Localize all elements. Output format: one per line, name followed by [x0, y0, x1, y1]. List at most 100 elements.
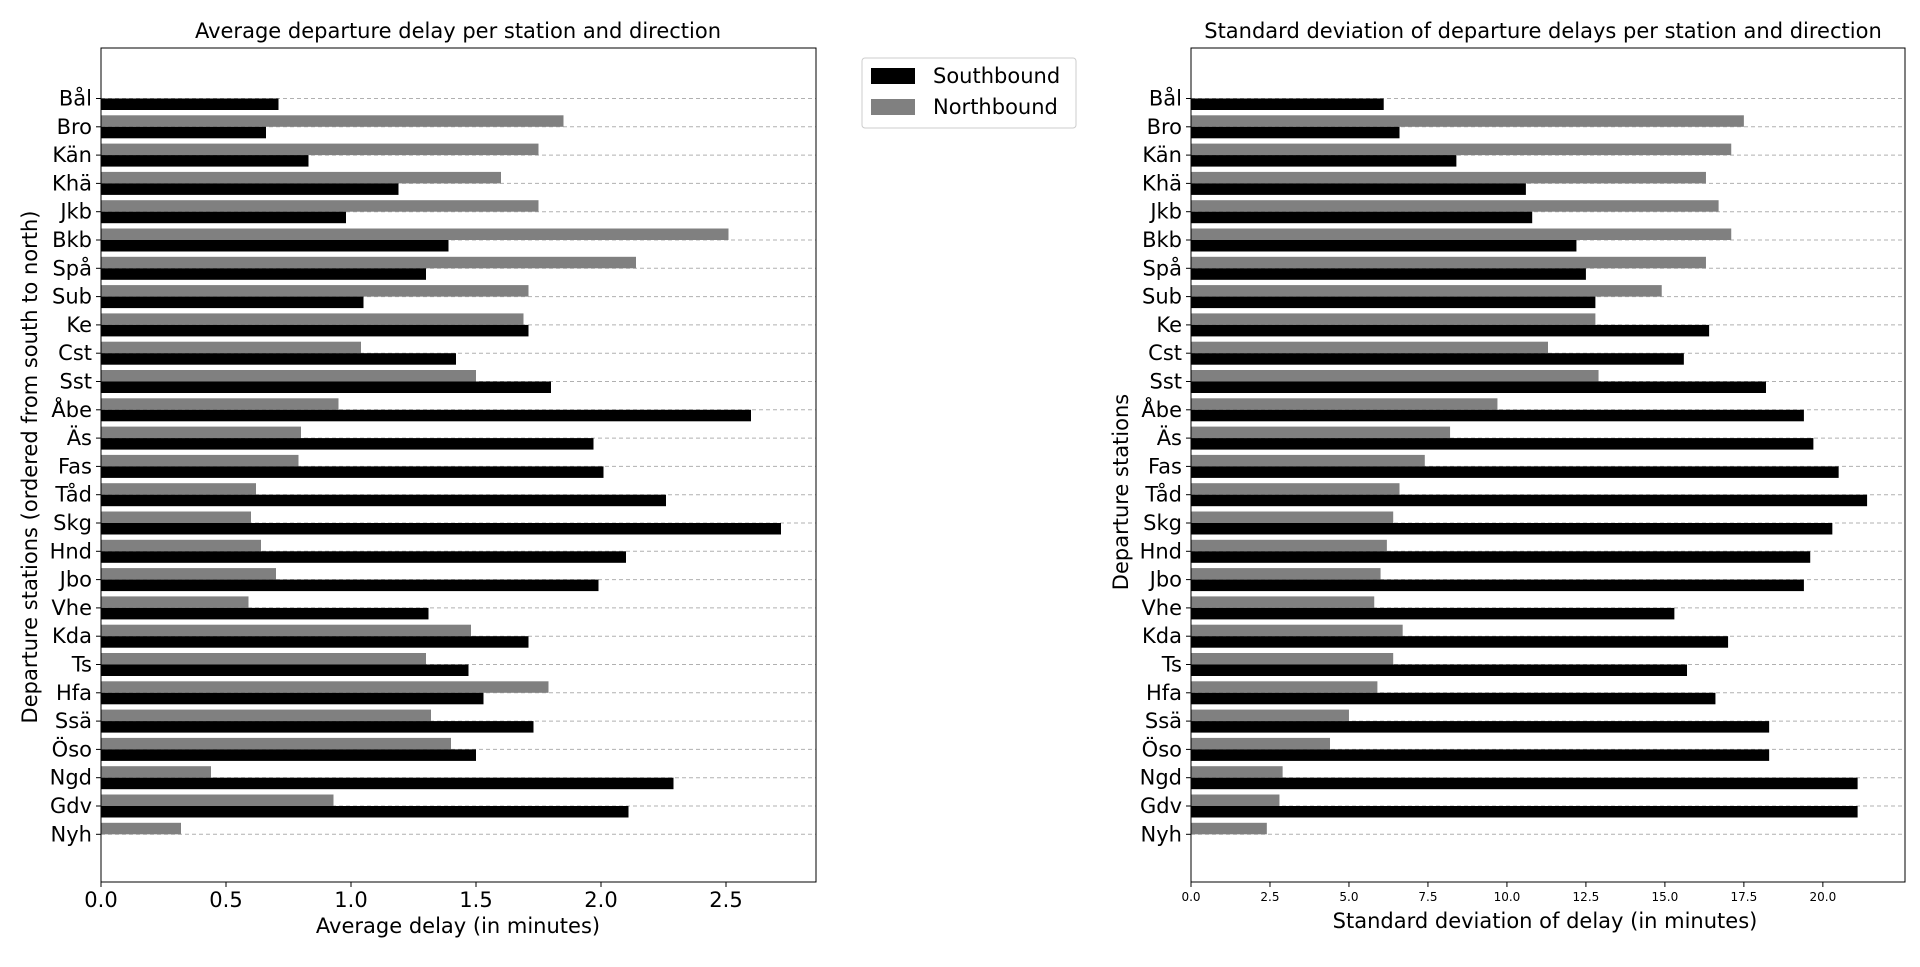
bar-northbound — [1191, 171, 1706, 184]
legend: Southbound Northbound — [861, 57, 1077, 129]
y-tick-label: Ngd — [50, 766, 92, 790]
y-tick-label: Fas — [1148, 454, 1182, 478]
y-tick-label: Khä — [1142, 171, 1182, 195]
y-tick-label: Sub — [52, 285, 92, 309]
bar-southbound — [1191, 324, 1710, 337]
bar-northbound — [1191, 596, 1375, 608]
y-tick-label: Cst — [58, 341, 92, 365]
bar-northbound — [1191, 256, 1706, 269]
bar-southbound — [1191, 353, 1684, 365]
bar-southbound — [1191, 749, 1770, 761]
bar-southbound — [1191, 607, 1675, 620]
y-tick-label: Ssä — [1145, 709, 1182, 733]
chart-std-delay: Standard deviation of departure delays p… — [1109, 19, 1906, 933]
y-tick-label: Spå — [52, 255, 92, 280]
chart-average-delay: Average departure delay per station and … — [18, 19, 817, 938]
bar-southbound — [101, 240, 449, 252]
y-tick-label: Åbe — [51, 396, 92, 422]
x-tick-label: 15.0 — [1652, 890, 1679, 904]
bar-southbound — [101, 721, 534, 733]
x-tick-label: 17.5 — [1731, 890, 1758, 904]
x-axis-label: Average delay (in minutes) — [316, 914, 600, 938]
y-tick-label: Bro — [1147, 115, 1182, 139]
bar-northbound — [1191, 398, 1498, 410]
legend-label-northbound: Northbound — [933, 95, 1058, 119]
bar-northbound — [1191, 511, 1394, 523]
x-tick-label: 10.0 — [1494, 890, 1521, 904]
x-tick-label: 2.5 — [1260, 890, 1279, 904]
bar-northbound — [101, 653, 426, 665]
bar-northbound — [1191, 709, 1349, 722]
y-tick-label: Hnd — [1140, 539, 1182, 563]
bar-northbound — [1191, 313, 1596, 325]
y-tick-label: Äs — [1157, 425, 1182, 450]
bar-southbound — [1191, 551, 1811, 563]
bar-southbound — [101, 579, 599, 592]
bar-southbound — [1191, 126, 1400, 139]
x-tick-label: 0.0 — [84, 888, 117, 912]
y-tick-label: Sub — [1142, 285, 1182, 309]
y-tick-label: Öso — [52, 736, 92, 761]
y-tick-label: Jkb — [58, 200, 92, 224]
y-tick-label: Vhe — [1141, 596, 1182, 620]
bar-northbound — [101, 511, 251, 523]
bar-northbound — [101, 737, 451, 750]
y-tick-label: Kän — [52, 143, 92, 167]
x-tick-label: 2.0 — [584, 888, 617, 912]
bar-northbound — [101, 596, 249, 608]
plot-frame — [100, 47, 817, 883]
x-tick-label: 2.5 — [709, 888, 742, 912]
y-tick-label: Åbe — [1141, 396, 1182, 422]
bar-southbound — [1191, 777, 1858, 790]
y-tick-label: Bkb — [52, 228, 92, 252]
y-tick-label: Bål — [1149, 86, 1182, 111]
bar-northbound — [1191, 737, 1331, 750]
y-tick-label: Nyh — [1141, 822, 1182, 846]
bar-northbound — [1191, 426, 1451, 439]
y-tick-label: Cst — [1148, 341, 1182, 365]
legend-swatch-southbound — [871, 68, 915, 84]
bar-northbound — [101, 370, 476, 382]
bar-southbound — [101, 409, 751, 422]
bar-southbound — [1191, 721, 1770, 733]
bar-northbound — [1191, 341, 1548, 354]
bar-southbound — [1191, 664, 1688, 676]
bar-northbound — [101, 285, 529, 297]
bar-northbound — [1191, 143, 1732, 156]
bar-northbound — [101, 709, 431, 722]
plot-frame — [1190, 47, 1906, 883]
y-tick-label: Khä — [52, 171, 92, 195]
y-tick-label: Jbo — [58, 568, 92, 592]
bar-southbound — [101, 806, 629, 818]
bar-northbound — [101, 766, 211, 778]
y-tick-label: Skg — [1143, 511, 1182, 535]
bar-northbound — [1191, 370, 1599, 382]
y-tick-label: Bro — [57, 115, 92, 139]
bar-northbound — [1191, 568, 1381, 580]
x-tick-label: 7.5 — [1418, 890, 1437, 904]
y-axis-label: Departure stations — [1109, 394, 1133, 590]
x-tick-label: 1.0 — [334, 888, 367, 912]
chart-title: Average departure delay per station and … — [195, 19, 721, 43]
y-tick-label: Tåd — [1144, 482, 1182, 507]
y-tick-label: Öso — [1142, 736, 1182, 761]
bar-northbound — [101, 341, 361, 354]
bar-northbound — [101, 426, 301, 439]
y-tick-label: Sst — [1149, 370, 1182, 394]
x-tick-label: 0.5 — [209, 888, 242, 912]
y-axis-label: Departure stations (ordered from south t… — [18, 211, 42, 724]
bar-southbound — [101, 438, 594, 450]
bar-southbound — [101, 607, 429, 620]
bar-southbound — [1191, 806, 1858, 818]
y-tick-label: Ts — [71, 653, 92, 677]
y-tick-label: Ssä — [55, 709, 92, 733]
bar-southbound — [101, 636, 529, 648]
x-tick-label: 1.5 — [459, 888, 492, 912]
bar-northbound — [1191, 539, 1387, 552]
y-tick-label: Bkb — [1142, 228, 1182, 252]
bar-northbound — [101, 228, 729, 240]
y-tick-label: Sst — [59, 370, 92, 394]
bar-southbound — [1191, 98, 1384, 110]
y-tick-label: Kda — [1142, 624, 1182, 648]
bar-northbound — [101, 822, 181, 835]
